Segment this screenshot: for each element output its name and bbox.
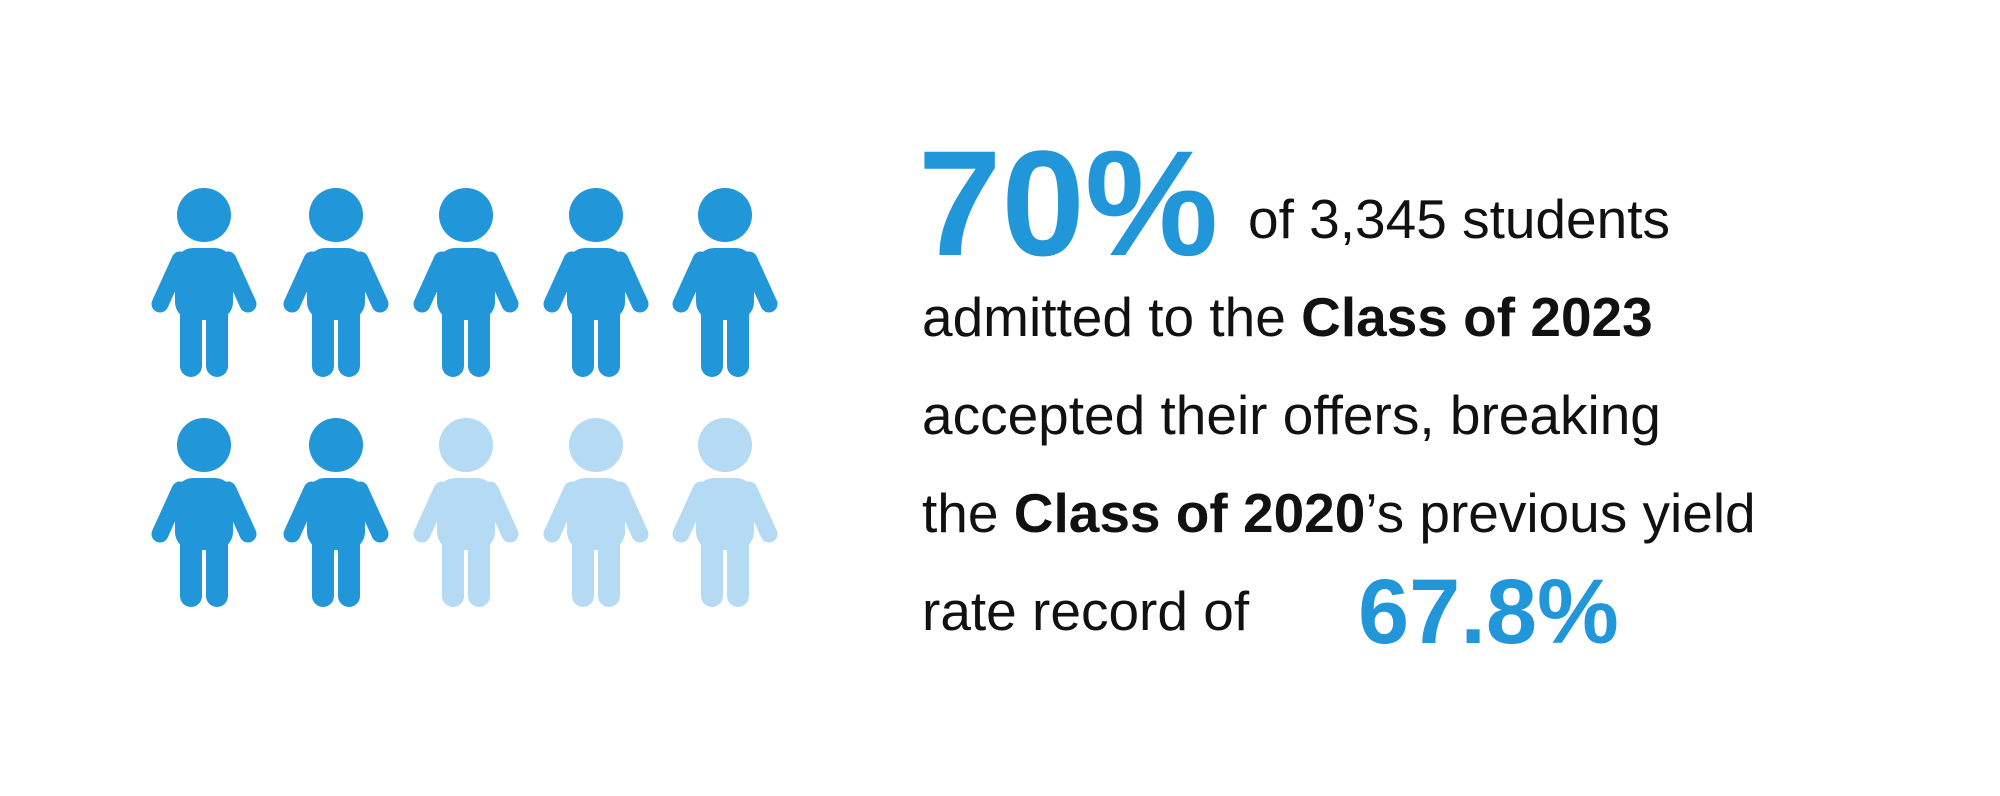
arm <box>740 251 778 313</box>
torso <box>437 478 495 550</box>
text: admitted to the <box>922 286 1302 348</box>
person-icon-filled <box>151 188 257 377</box>
person-icon-filled <box>672 188 778 377</box>
record-percent: 67.8% <box>1358 561 1619 663</box>
arm <box>543 481 581 543</box>
torso <box>567 478 625 550</box>
person-icon-empty <box>413 418 519 607</box>
torso <box>307 248 365 320</box>
arm <box>413 251 451 313</box>
arm <box>611 481 649 543</box>
arm <box>740 481 778 543</box>
person-icon-empty <box>672 418 778 607</box>
torso <box>696 478 754 550</box>
arm <box>543 251 581 313</box>
headline-percent: 70% <box>918 119 1219 287</box>
head <box>439 418 493 472</box>
arm <box>672 251 710 313</box>
arm <box>219 251 257 313</box>
text-line: accepted their offers, breaking <box>922 384 1661 446</box>
arm <box>151 481 189 543</box>
person-icon-filled <box>543 188 649 377</box>
person-icon-filled <box>283 188 389 377</box>
head <box>309 418 363 472</box>
arm <box>151 251 189 313</box>
text-line: of 3,345 students <box>1248 188 1670 250</box>
person-icon-empty <box>543 418 649 607</box>
person-icon-filled <box>283 418 389 607</box>
head <box>177 188 231 242</box>
bold-text: Class of 2023 <box>1301 286 1653 348</box>
head <box>698 418 752 472</box>
arm <box>283 481 321 543</box>
head <box>569 188 623 242</box>
arm <box>481 481 519 543</box>
head <box>439 188 493 242</box>
arm <box>672 481 710 543</box>
arm <box>283 251 321 313</box>
text: the <box>922 482 1014 544</box>
text-line: the Class of 2020’s previous yield <box>922 486 1756 541</box>
torso <box>696 248 754 320</box>
head <box>177 418 231 472</box>
person-icon-filled <box>151 418 257 607</box>
arm <box>413 481 451 543</box>
torso <box>437 248 495 320</box>
text-line: rate record of <box>922 580 1250 642</box>
pictograph <box>151 188 778 607</box>
torso <box>567 248 625 320</box>
person-icon-filled <box>413 188 519 377</box>
arm <box>351 481 389 543</box>
text: ’s previous yield <box>1365 482 1756 544</box>
torso <box>175 248 233 320</box>
arm <box>611 251 649 313</box>
arm <box>351 251 389 313</box>
arm <box>219 481 257 543</box>
text-line: admitted to the Class of 2023 <box>922 290 1653 345</box>
torso <box>175 478 233 550</box>
head <box>569 418 623 472</box>
bold-text: Class of 2020 <box>1013 482 1366 544</box>
torso <box>307 478 365 550</box>
head <box>309 188 363 242</box>
head <box>698 188 752 242</box>
arm <box>481 251 519 313</box>
